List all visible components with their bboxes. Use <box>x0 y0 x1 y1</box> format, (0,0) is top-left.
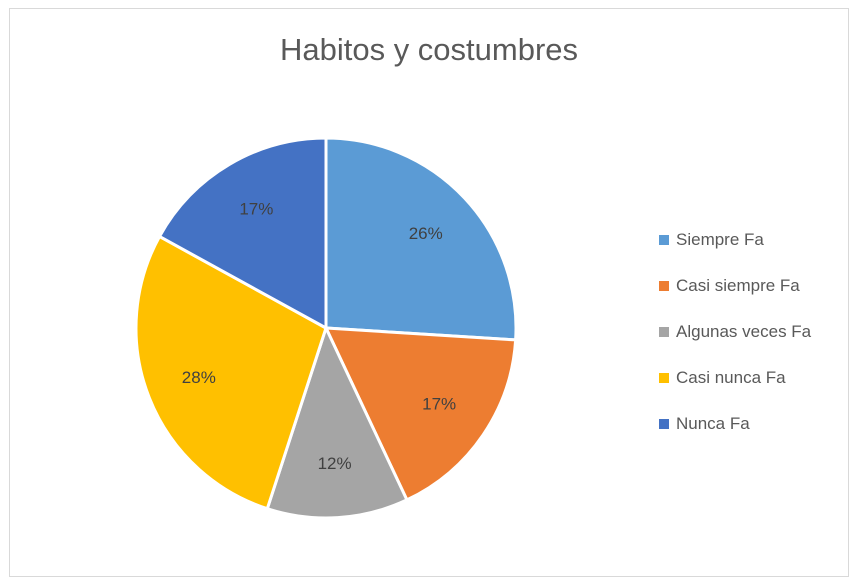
legend-label: Algunas veces Fa <box>676 321 812 341</box>
legend-label: Siempre Fa <box>676 229 764 249</box>
legend-label: Casi siempre Fa <box>676 275 800 295</box>
legend-item-algunas-veces-fa: Algunas veces Fa <box>659 320 811 343</box>
legend-label: Casi nunca Fa <box>676 367 786 387</box>
legend-item-casi-siempre-fa: Casi siempre Fa <box>659 274 811 297</box>
legend: Siempre Fa Casi siempre Fa Algunas veces F… <box>659 228 811 458</box>
data-label-casi-nunca-fa: 28% <box>182 368 216 387</box>
legend-swatch <box>659 418 669 429</box>
legend-item-siempre-fa: Siempre Fa <box>659 228 811 251</box>
pie-slice-casi-siempre-fa <box>324 326 518 502</box>
pie-slice-algunas-veces-fa <box>265 326 409 520</box>
legend-label: Nunca Fa <box>676 413 750 433</box>
data-label-nunca-fa: 17% <box>239 200 273 219</box>
data-label-algunas-veces-fa: 12% <box>318 454 352 473</box>
legend-item-casi-nunca-fa: Casi nunca Fa <box>659 366 811 389</box>
data-label-siempre-fa: 26% <box>409 224 443 243</box>
legend-swatch <box>659 372 669 383</box>
legend-item-nunca-fa: Nunca Fa <box>659 412 811 435</box>
legend-swatch <box>659 326 669 337</box>
legend-swatch <box>659 234 669 245</box>
pie-slice-nunca-fa <box>158 136 328 330</box>
pie-slice-siempre-fa <box>324 136 518 342</box>
legend-swatch <box>659 280 669 291</box>
data-label-casi-siempre-fa: 17% <box>422 394 456 413</box>
pie-slice-casi-nunca-fa <box>134 234 328 511</box>
chart-title: Habitos y costumbres <box>279 32 579 67</box>
